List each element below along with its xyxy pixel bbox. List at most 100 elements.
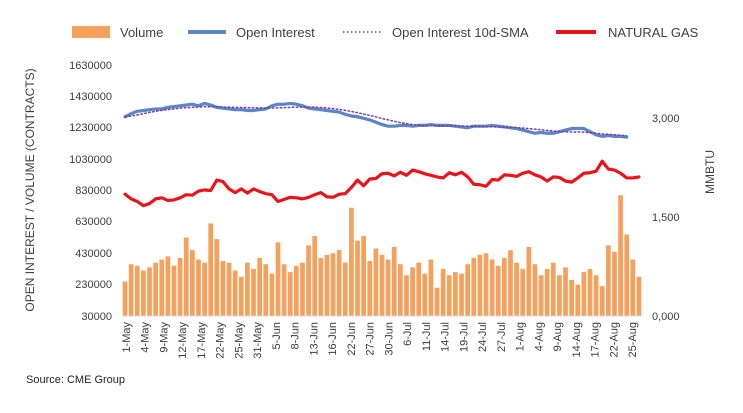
volume-bar bbox=[605, 245, 611, 316]
volume-bar bbox=[575, 284, 581, 317]
legend: Volume Open Interest Open Interest 10d-S… bbox=[72, 25, 699, 40]
volume-bar bbox=[232, 270, 238, 316]
volume-bar bbox=[569, 279, 575, 316]
volume-bar bbox=[563, 267, 568, 316]
volume-bar bbox=[342, 262, 348, 316]
volume-bar bbox=[349, 207, 354, 316]
volume-bar bbox=[165, 256, 171, 316]
natural-gas-line bbox=[123, 159, 641, 208]
volume-bar bbox=[275, 242, 281, 316]
volume-bar bbox=[428, 259, 434, 316]
left-tick: 630000 bbox=[75, 216, 112, 228]
x-tick-label: 17-May bbox=[196, 322, 208, 359]
source-note: Source: CME Group bbox=[26, 374, 126, 386]
volume-bar bbox=[508, 250, 513, 316]
x-tick-label: 17-Aug bbox=[590, 322, 602, 357]
x-tick-label: 16-Jun bbox=[327, 322, 339, 356]
x-tick-label: 1-Aug bbox=[515, 322, 527, 351]
volume-bar bbox=[153, 262, 159, 316]
volume-bar bbox=[238, 276, 244, 316]
volume-bar bbox=[410, 267, 415, 316]
x-tick-label: 9-May bbox=[159, 322, 171, 353]
volume-bar bbox=[416, 262, 422, 316]
volume-bar bbox=[208, 223, 214, 316]
x-tick-label: 9-Aug bbox=[552, 322, 564, 351]
volume-bar bbox=[459, 273, 464, 316]
left-tick: 1430000 bbox=[69, 91, 112, 103]
volume-bar bbox=[177, 257, 183, 316]
volume-bar bbox=[630, 259, 636, 316]
volume-bar bbox=[495, 265, 501, 316]
legend-label-natural-gas: NATURAL GAS bbox=[608, 25, 699, 40]
volume-bar bbox=[520, 268, 526, 316]
volume-bar bbox=[391, 246, 397, 316]
volume-bar bbox=[214, 239, 220, 316]
volume-bar bbox=[434, 287, 440, 316]
volume-bar bbox=[453, 272, 458, 316]
volume-bar bbox=[220, 261, 226, 316]
volume-bar bbox=[147, 267, 152, 316]
open-interest-line bbox=[123, 101, 629, 139]
volume-bar bbox=[324, 254, 330, 316]
volume-bar bbox=[373, 248, 379, 316]
legend-label-open-interest: Open Interest bbox=[236, 25, 315, 40]
x-tick-label: 22-May bbox=[215, 322, 227, 359]
volume-bar bbox=[306, 245, 311, 316]
volume-bar bbox=[122, 281, 128, 316]
volume-bar bbox=[134, 265, 140, 316]
right-tick: 0,000 bbox=[652, 311, 680, 323]
x-tick-label: 13-Jun bbox=[308, 322, 320, 356]
volume-bar bbox=[287, 272, 293, 316]
x-tick-label: 8-Jun bbox=[290, 322, 302, 350]
left-tick: 1630000 bbox=[69, 60, 112, 72]
x-tick-label: 19-Jul bbox=[458, 322, 470, 352]
x-tick-label: 14-Jul bbox=[440, 322, 452, 352]
volume-bar bbox=[544, 268, 550, 316]
x-tick-label: 4-May bbox=[140, 322, 152, 353]
legend-swatch-volume bbox=[72, 26, 110, 38]
volume-bar bbox=[361, 235, 367, 316]
x-tick-label: 25-Aug bbox=[627, 322, 639, 357]
x-tick-label: 24-Jul bbox=[477, 322, 489, 352]
open-interest-sma-line bbox=[124, 105, 628, 137]
volume-bar bbox=[557, 275, 562, 316]
volume-bar bbox=[171, 265, 177, 316]
volume-bar bbox=[128, 264, 134, 316]
volume-bar bbox=[550, 262, 556, 316]
volume-bar bbox=[141, 270, 146, 316]
volume-bar bbox=[159, 259, 165, 316]
x-tick-label: 27-Jul bbox=[496, 322, 508, 352]
volume-bar bbox=[196, 259, 201, 316]
x-tick-label: 1-May bbox=[121, 322, 133, 353]
volume-bar bbox=[593, 275, 599, 316]
volume-bar bbox=[189, 250, 195, 316]
x-axis-ticks: 1-May 4-May 9-May 12-May 17-May 22-May 25-May 3… bbox=[121, 315, 642, 359]
volume-bar bbox=[477, 254, 483, 316]
volume-bar bbox=[581, 272, 587, 316]
volume-bar bbox=[471, 257, 477, 316]
volume-bar bbox=[514, 262, 519, 316]
volume-bar bbox=[501, 257, 507, 316]
volume-bar bbox=[446, 275, 452, 316]
x-tick-label: 4-Aug bbox=[533, 322, 545, 351]
x-tick-label: 27-Jun bbox=[365, 322, 377, 356]
volume-bar bbox=[532, 264, 538, 316]
x-tick-label: 11-Jul bbox=[421, 322, 433, 351]
volume-bar bbox=[489, 259, 495, 316]
volume-bar bbox=[612, 251, 617, 316]
volume-bar bbox=[618, 195, 623, 316]
series-lines bbox=[123, 101, 641, 208]
volume-bar bbox=[367, 261, 373, 316]
volume-bar bbox=[526, 246, 532, 316]
left-tick: 1230000 bbox=[69, 122, 112, 134]
volume-bar bbox=[245, 262, 250, 316]
volume-bar bbox=[397, 264, 403, 316]
volume-bar bbox=[281, 264, 287, 316]
volume-bar bbox=[251, 268, 256, 316]
volume-bar bbox=[483, 253, 489, 316]
volume-bar bbox=[257, 257, 263, 316]
volume-bar bbox=[202, 262, 207, 316]
right-tick: 3,000 bbox=[652, 113, 680, 125]
left-axis-title: OPEN INTEREST / VOLUME (CONTRACTS) bbox=[23, 68, 37, 311]
